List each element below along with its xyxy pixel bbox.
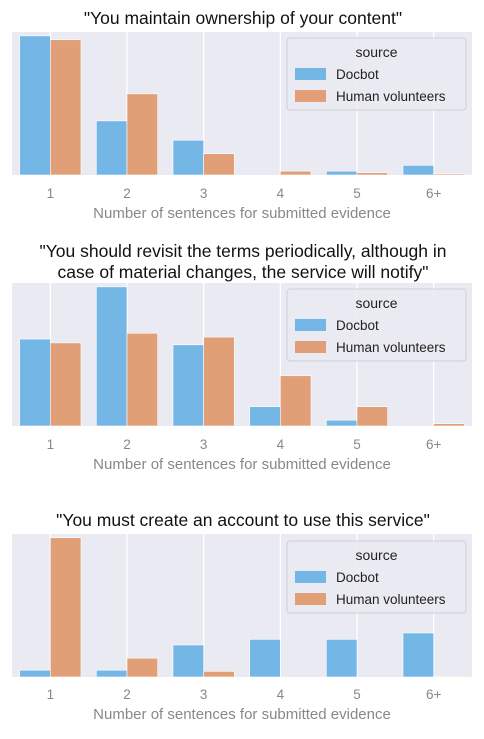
bar-docbot-2	[96, 286, 128, 427]
bar-docbot-1	[19, 669, 51, 678]
legend: source Docbot Human volunteers	[286, 288, 467, 362]
x-tick-label: 5	[353, 687, 361, 702]
legend-box	[286, 288, 467, 362]
bar-docbot-6+	[402, 165, 434, 176]
x-tick-label: 2	[123, 687, 131, 702]
x-tick-label: 4	[277, 186, 285, 201]
x-tick-label: 3	[200, 687, 208, 702]
bar-docbot-1	[19, 35, 51, 176]
legend-swatch-human	[295, 90, 326, 102]
legend-label-docbot: Docbot	[336, 570, 379, 585]
bar-human-6+	[433, 173, 465, 176]
bar-human-6+	[433, 423, 465, 427]
x-tick-label: 1	[47, 186, 55, 201]
legend-box	[286, 540, 467, 614]
bar-docbot-4	[249, 406, 281, 427]
bar-human-1	[50, 39, 82, 176]
legend-title: source	[355, 547, 397, 563]
bar-docbot-6+	[402, 632, 434, 678]
x-axis-label: Number of sentences for submitted eviden…	[93, 456, 391, 473]
x-tick-label: 6+	[426, 687, 442, 702]
x-tick-label: 2	[123, 437, 131, 452]
x-tick-label: 1	[47, 687, 55, 702]
bar-docbot-5	[326, 639, 358, 678]
bar-docbot-3	[172, 139, 204, 176]
bar-docbot-3	[172, 644, 204, 678]
bar-human-6+	[433, 675, 465, 678]
x-tick-label: 3	[200, 186, 208, 201]
bar-human-1	[50, 537, 82, 678]
legend-swatch-human	[295, 341, 326, 353]
legend-swatch-docbot	[295, 571, 326, 583]
bar-human-5	[356, 172, 388, 176]
x-tick-label: 4	[277, 687, 285, 702]
x-tick-label: 6+	[426, 186, 442, 201]
x-axis-label: Number of sentences for submitted eviden…	[93, 205, 391, 222]
legend-swatch-docbot	[295, 319, 326, 331]
x-tick-label: 6+	[426, 437, 442, 452]
chart-title: case of material changes, the service wi…	[58, 262, 429, 282]
bar-human-2	[126, 657, 158, 678]
legend-label-human: Human volunteers	[336, 89, 446, 104]
chart-title: "You should revisit the terms periodical…	[40, 241, 447, 261]
bar-docbot-3	[172, 344, 204, 427]
legend: source Docbot Human volunteers	[286, 37, 467, 111]
bar-human-3	[203, 336, 235, 427]
bar-docbot-5	[326, 170, 358, 176]
x-tick-label: 2	[123, 186, 131, 201]
legend-title: source	[355, 44, 397, 60]
x-tick-label: 5	[353, 186, 361, 201]
bar-docbot-2	[96, 669, 128, 678]
bar-docbot-2	[96, 120, 128, 176]
bar-docbot-5	[326, 419, 358, 427]
bar-human-5	[356, 406, 388, 427]
x-tick-label: 4	[277, 437, 285, 452]
chart-title: "You must create an account to use this …	[56, 510, 430, 530]
chart-title: "You maintain ownership of your content"	[84, 8, 402, 28]
bar-human-2	[126, 93, 158, 176]
x-axis-label: Number of sentences for submitted eviden…	[93, 706, 391, 723]
x-tick-label: 3	[200, 437, 208, 452]
legend-title: source	[355, 295, 397, 311]
chart-panel-2: 1 2 3 4 5 6+ Number of sentences for submitted…	[12, 241, 472, 473]
bar-human-2	[126, 332, 158, 427]
legend-swatch-human	[295, 593, 326, 605]
chart-panel-1: 1 2 3 4 5 6+ Number of sentences for submitted…	[12, 8, 472, 222]
legend-label-docbot: Docbot	[336, 67, 379, 82]
bar-human-3	[203, 671, 235, 678]
bar-human-1	[50, 342, 82, 427]
x-tick-label: 5	[353, 437, 361, 452]
legend-box	[286, 37, 467, 111]
legend-label-human: Human volunteers	[336, 340, 446, 355]
bar-docbot-4	[249, 639, 281, 678]
legend-label-human: Human volunteers	[336, 592, 446, 607]
legend-swatch-docbot	[295, 68, 326, 80]
legend-label-docbot: Docbot	[336, 318, 379, 333]
bar-human-4	[280, 170, 312, 176]
bar-human-4	[280, 375, 312, 427]
bar-human-3	[203, 153, 235, 176]
legend: source Docbot Human volunteers	[286, 540, 467, 614]
bar-docbot-1	[19, 338, 51, 427]
x-tick-label: 1	[47, 437, 55, 452]
chart-panel-3: 1 2 3 4 5 6+ Number of sentences for submitted…	[12, 510, 472, 723]
